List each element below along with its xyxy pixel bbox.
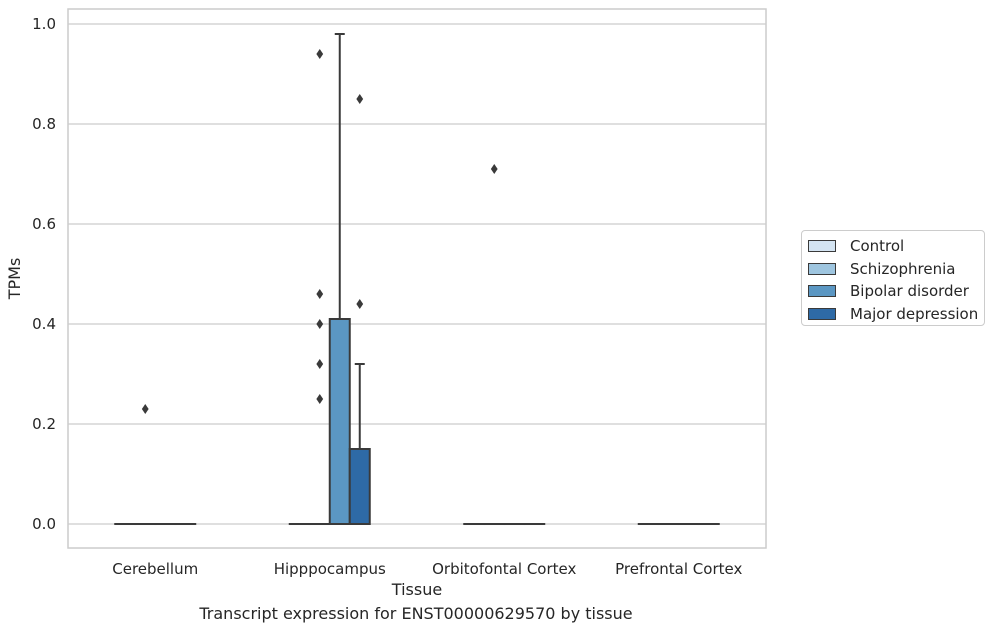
y-axis-label: TPMs [5,258,24,301]
legend-item: Bipolar disorder [808,280,984,303]
plot-frame [67,8,767,549]
box-mark [308,49,331,526]
outlier-point [316,394,324,404]
legend-item: Major depression [808,303,984,326]
box-body [348,448,371,525]
y-tick-label: 0.8 [32,115,56,133]
outlier-point [316,359,324,369]
y-tick-label: 0.6 [32,215,56,233]
legend-swatch [808,285,836,298]
y-tick-label: 1.0 [32,15,56,33]
box-mark [134,404,157,526]
gridlines [68,23,766,525]
legend-swatch [808,240,836,253]
box-mark [328,33,351,525]
x-tick-labels: Cerebellum Hipppocampus Orbitofontal Corte… [112,560,742,578]
legend-item: Schizophrenia [808,258,984,281]
outlier-point [141,404,149,414]
box-mark [483,164,506,526]
outlier-point [316,289,324,299]
outlier-point [356,299,364,309]
legend-swatch [808,307,836,320]
x-tick-label: Orbitofontal Cortex [432,560,576,578]
y-tick-labels: 0.0 0.2 0.4 0.6 0.8 1.0 [32,15,56,533]
legend-label: Schizophrenia [850,259,956,278]
y-tick-label: 0.2 [32,415,56,433]
legend-swatch [808,262,836,275]
legend: Control Schizophrenia Bipolar disorder Majo… [801,230,985,326]
chart-caption: Transcript expression for ENST0000062957… [199,604,633,623]
y-tick-label: 0.4 [32,315,56,333]
outlier-point [490,164,498,174]
legend-item: Control [808,235,984,258]
x-tick-label: Prefrontal Cortex [615,560,742,578]
box-series-group [114,33,720,526]
outlier-point [356,94,364,104]
x-axis-label: Tissue [391,580,442,599]
x-tick-label: Cerebellum [112,560,198,578]
box-body [328,318,351,525]
outlier-point [316,319,324,329]
x-tick-label: Hipppocampus [274,560,386,578]
outlier-point [316,49,324,59]
y-tick-label: 0.0 [32,515,56,533]
box-mark [348,94,371,525]
legend-label: Control [850,237,905,256]
legend-label: Major depression [850,304,979,323]
legend-label: Bipolar disorder [850,282,969,301]
